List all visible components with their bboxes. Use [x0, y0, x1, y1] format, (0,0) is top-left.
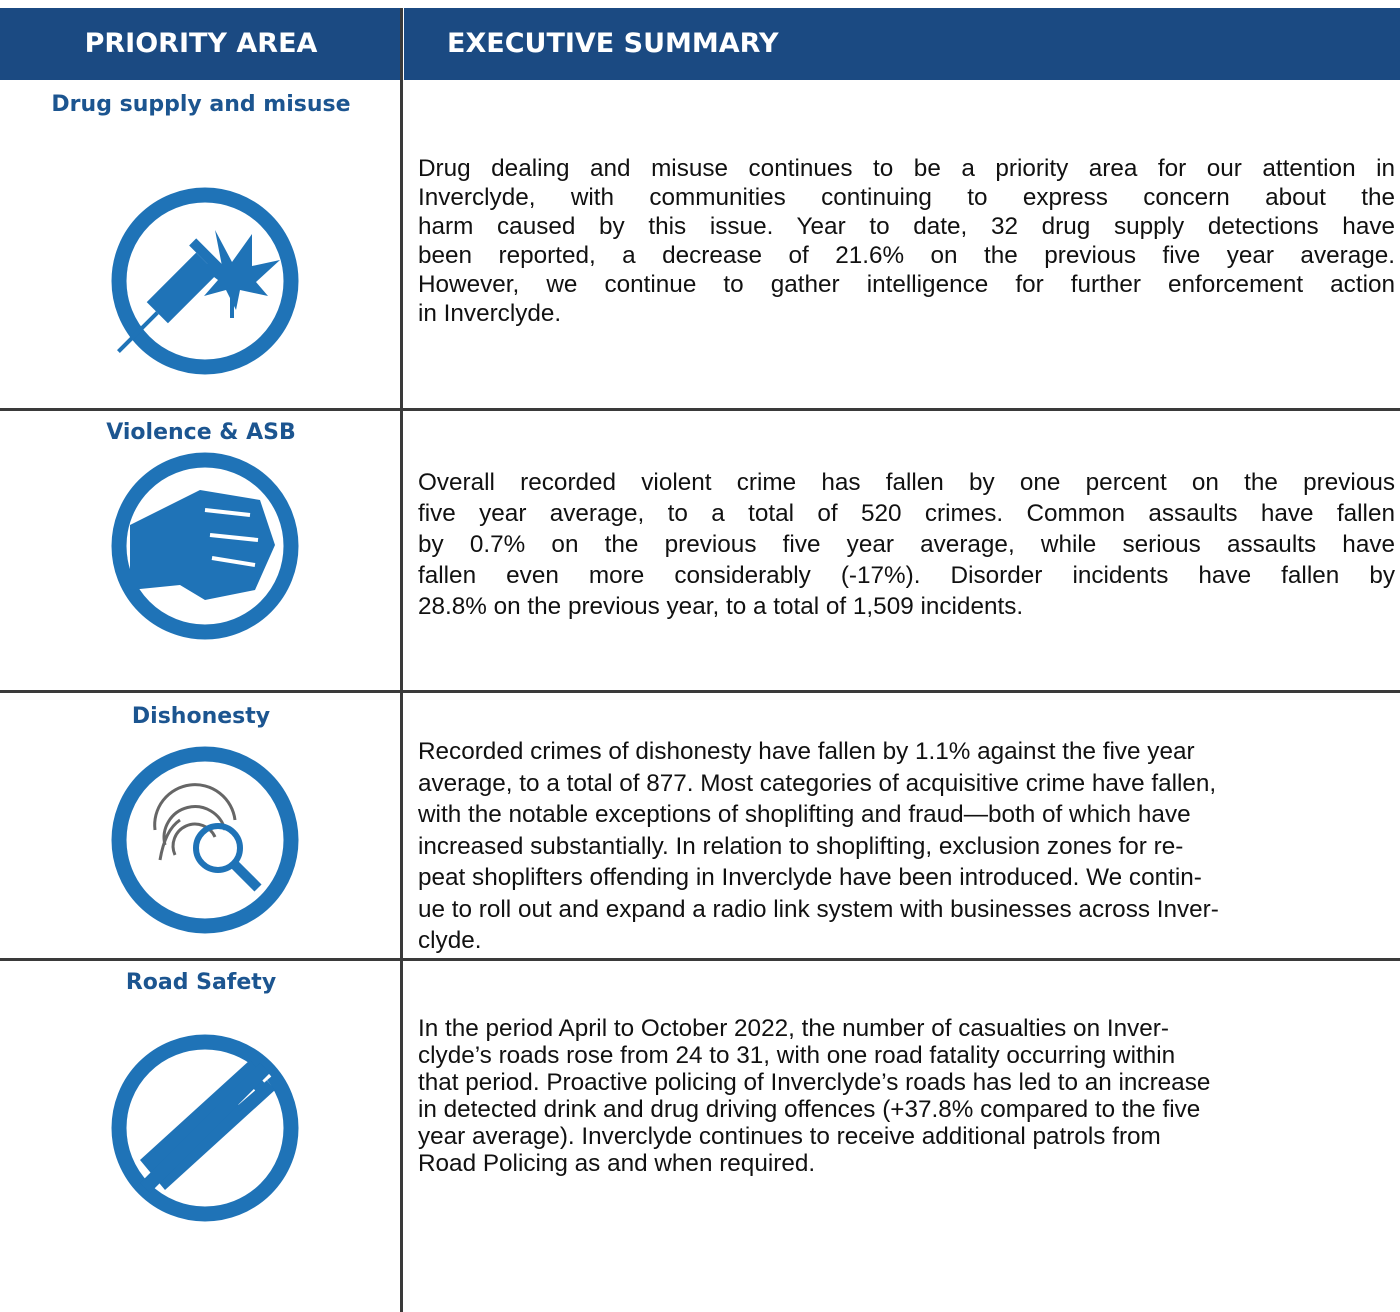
row-divider [0, 690, 1400, 693]
fist-icon [111, 452, 299, 640]
icons [111, 187, 299, 1222]
summary-line: Road Policing as and when required. [418, 1150, 816, 1177]
fingerprint-icon [111, 746, 299, 934]
summary-line: However, we continue to gather intellige… [418, 271, 1395, 298]
summary-line: in Inverclyde. [418, 300, 562, 327]
summary-line: fallen even more considerably (-17%). Di… [418, 562, 1395, 589]
summary: Drug dealing and misuse continues to be … [418, 154, 1395, 328]
summary-line: harm caused by this issue. Year to date,… [418, 213, 1395, 240]
summary: Recorded crimes of dishonesty have falle… [418, 736, 1395, 957]
summary-line: Overall recorded violent crime has falle… [418, 469, 1395, 496]
summary-line: that period. Proactive policing of Inver… [418, 1069, 1211, 1096]
row-divider [0, 958, 1400, 961]
summary-line: average, to a total of 877. Most categor… [418, 769, 1217, 797]
summary-line: Recorded crimes of dishonesty have falle… [418, 738, 1195, 765]
summary-line: been reported, a decrease of 21.6% on th… [418, 242, 1395, 269]
priority-title: Violence & ASB [106, 420, 296, 445]
summary-line: 28.8% on the previous year, to a total o… [418, 593, 1024, 620]
header-priority: PRIORITY AREA [0, 8, 402, 80]
header-summary: EXECUTIVE SUMMARY [404, 8, 1400, 80]
summary-line: in detected drink and drug driving offen… [418, 1096, 1201, 1123]
summary-line: Inverclyde, with communities continuing … [418, 184, 1395, 211]
summary-line: Drug dealing and misuse continues to be … [418, 155, 1395, 182]
summary-line: ue to roll out and expand a radio link s… [418, 895, 1219, 923]
priority-title: Drug supply and misuse [51, 92, 351, 117]
summary: Overall recorded violent crime has falle… [418, 467, 1395, 622]
priority-title: Dishonesty [131, 704, 271, 729]
priority-title: Road Safety [125, 970, 277, 995]
summary-line: clyde’s roads rose from 24 to 31, with o… [418, 1042, 1176, 1069]
summary-line: year average). Inverclyde continues to r… [418, 1123, 1161, 1150]
summary-line: In the period April to October 2022, the… [418, 1015, 1169, 1042]
summary-line: peat shoplifters offending in Inverclyde… [418, 864, 1202, 891]
summary-line: five year average, to a total of 520 cri… [418, 500, 1395, 527]
row-divider [0, 408, 1400, 411]
summary-line: increased substantially. In relation to … [418, 832, 1184, 860]
summary-line: by 0.7% on the previous five year averag… [418, 531, 1395, 558]
summary: In the period April to October 2022, the… [418, 1015, 1395, 1177]
summary-line: clyde. [418, 927, 482, 954]
drug-icon [111, 187, 299, 375]
summary-line: with the notable exceptions of shoplifti… [418, 801, 1191, 828]
road-icon [111, 1034, 299, 1222]
column-divider [400, 8, 403, 1312]
